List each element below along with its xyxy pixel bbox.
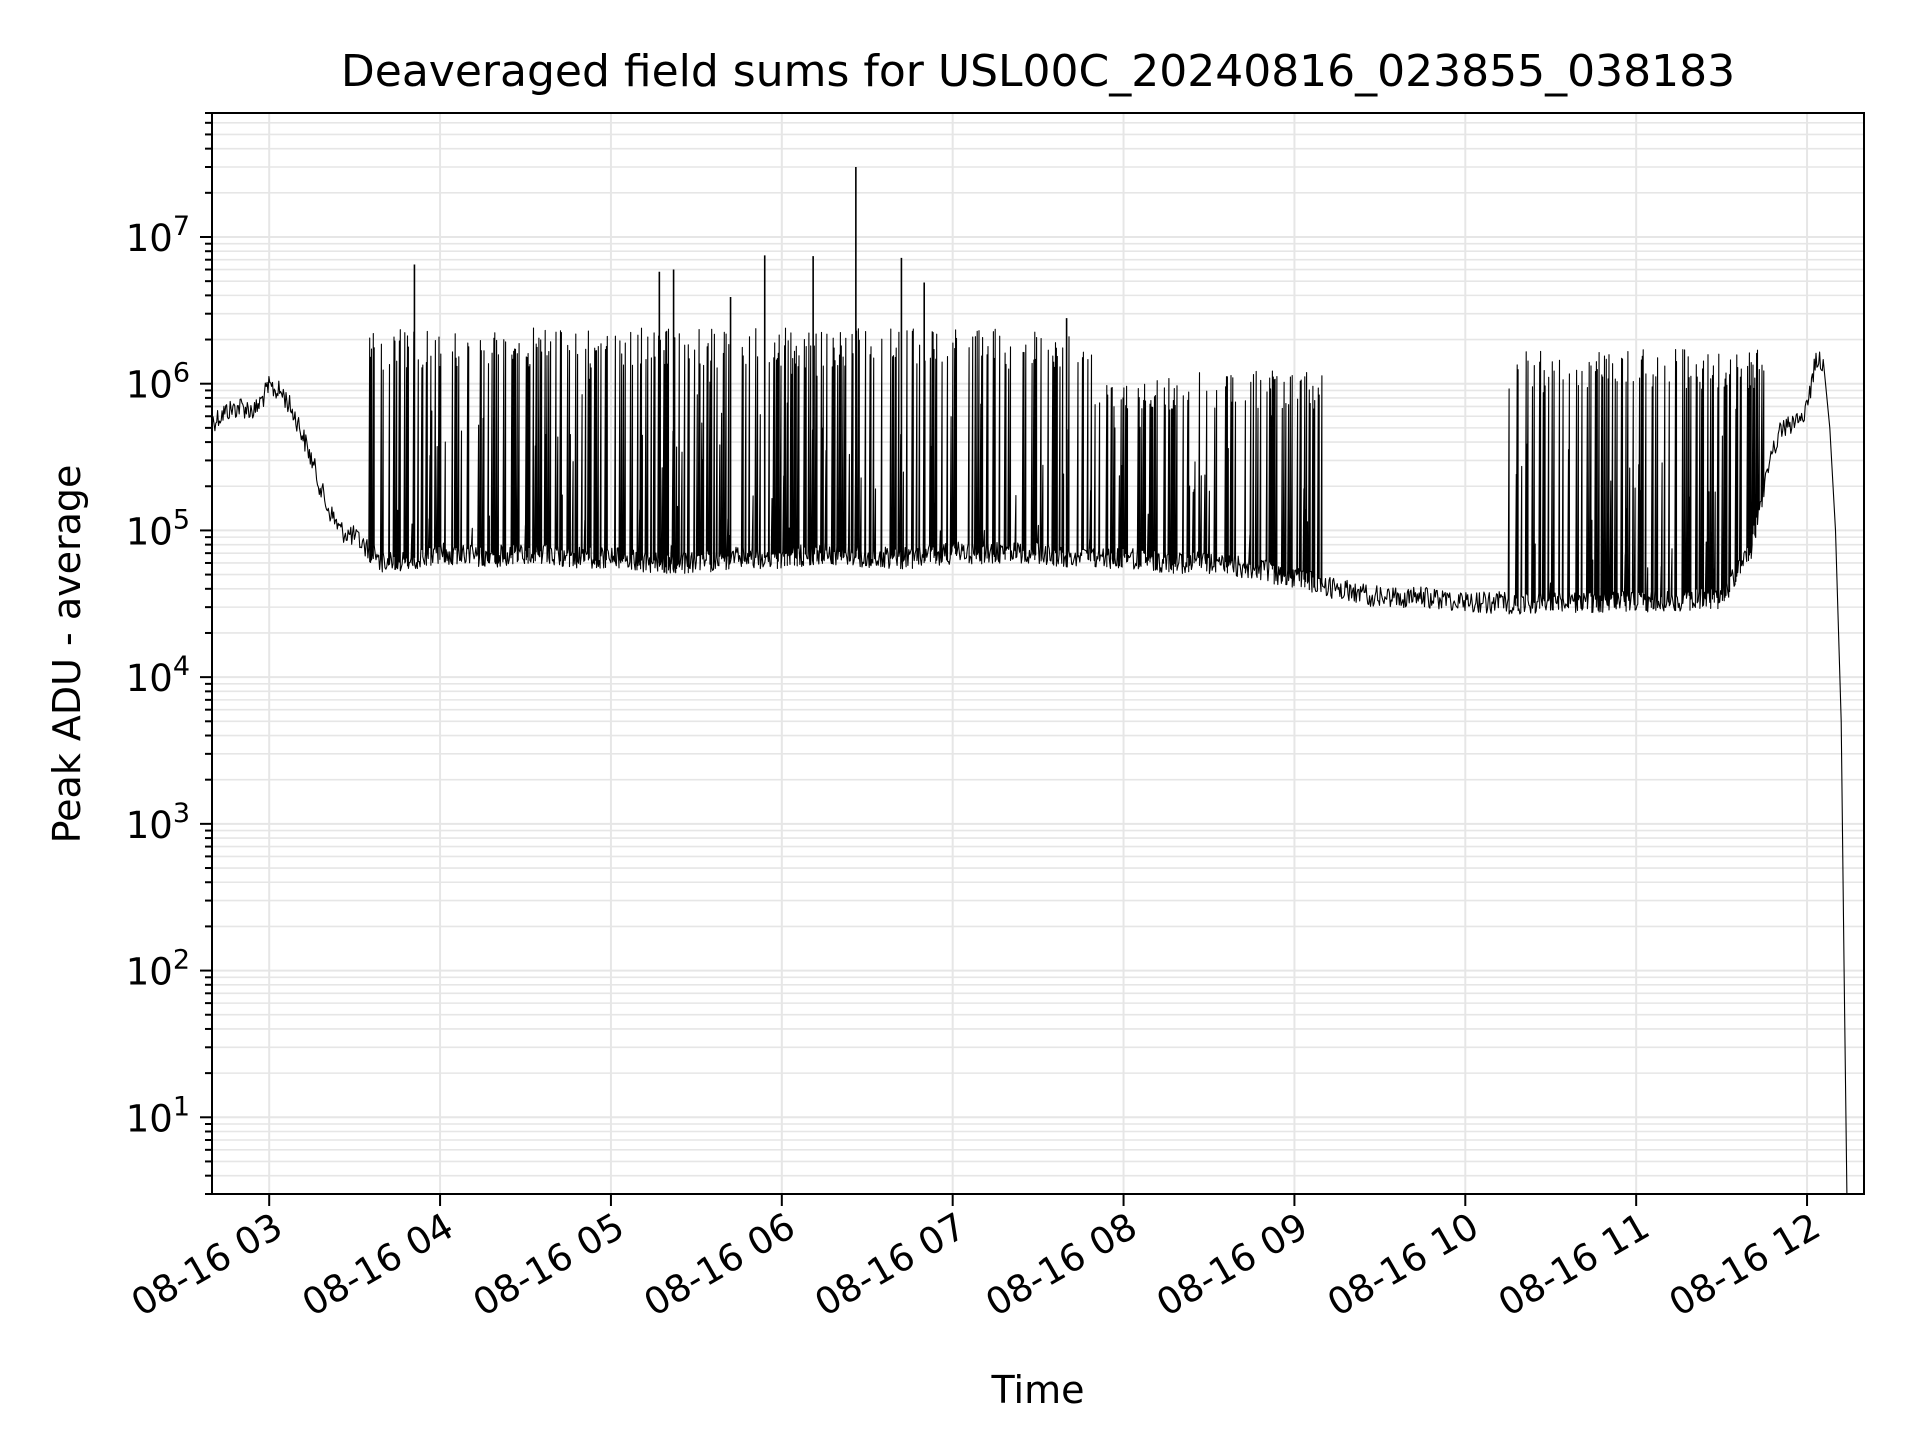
chart-title: Deaveraged field sums for USL00C_2024081… [341, 46, 1735, 97]
y-tick-exponent: 7 [173, 211, 190, 242]
y-tick-exponent: 2 [173, 945, 190, 976]
y-tick-label: 101 [126, 1091, 190, 1140]
y-tick-exponent: 4 [173, 651, 190, 682]
y-tick-label: 105 [126, 504, 190, 553]
plot-frame [211, 112, 1865, 1195]
y-tick-base: 10 [126, 657, 173, 700]
y-tick-exponent: 1 [173, 1091, 190, 1122]
series-line [211, 327, 1848, 1195]
series-group [211, 327, 1848, 1195]
y-tick-base: 10 [126, 804, 173, 847]
plot-area [212, 113, 1864, 1194]
y-tick-exponent: 5 [173, 504, 190, 535]
y-tick-base: 10 [126, 510, 173, 553]
y-tick-exponent: 3 [173, 798, 190, 829]
y-tick-label: 107 [126, 211, 190, 260]
y-tick-label: 106 [126, 358, 190, 407]
y-tick-base: 10 [126, 217, 173, 260]
y-tick-label: 104 [126, 651, 190, 700]
y-tick-label: 102 [126, 945, 190, 994]
y-tick-base: 10 [126, 364, 173, 407]
y-tick-base: 10 [126, 951, 173, 994]
grid-lines [212, 112, 1864, 1195]
y-tick-label: 103 [126, 798, 190, 847]
y-axis-label: Peak ADU - average [45, 465, 89, 844]
y-tick-exponent: 6 [173, 358, 190, 389]
x-axis-label: Time [991, 1368, 1085, 1412]
y-tick-base: 10 [126, 1097, 173, 1140]
